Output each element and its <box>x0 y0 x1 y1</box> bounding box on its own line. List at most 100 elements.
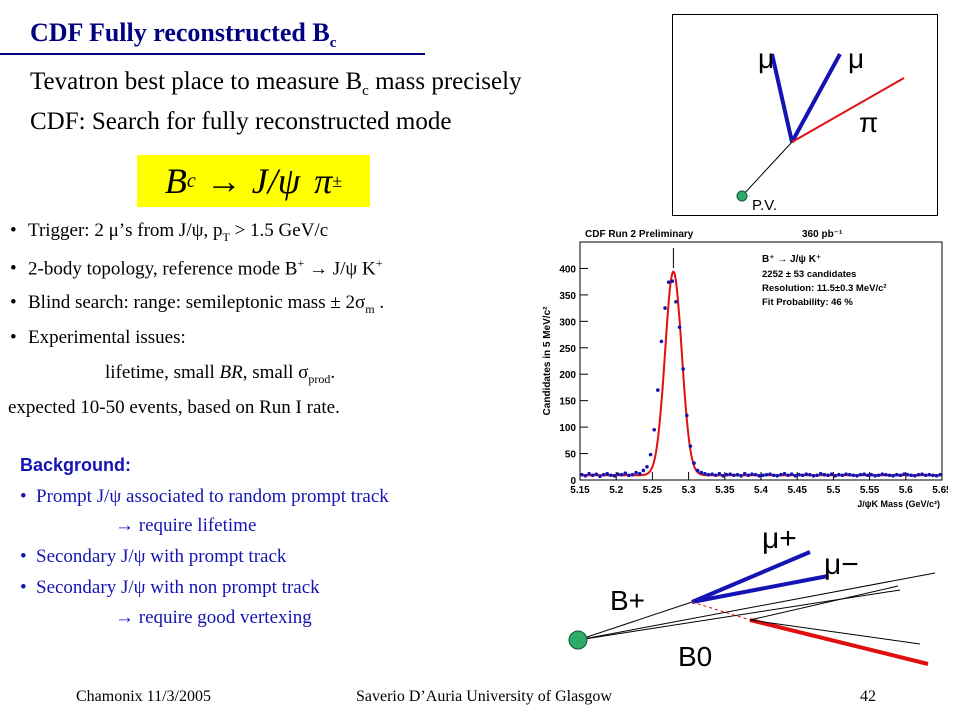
data-point <box>808 472 812 477</box>
headline-1: Tevatron best place to measure Bc mass p… <box>30 68 522 99</box>
bullet-topology: • 2-body topology, reference mode B+ → J/… <box>10 256 383 280</box>
data-point <box>768 472 772 476</box>
y-tick-label: 150 <box>559 397 576 408</box>
mu-plus-label: μ+ <box>762 522 797 555</box>
data-point <box>898 473 903 478</box>
data-point <box>695 468 700 473</box>
data-point <box>605 471 609 476</box>
bullet-experimental: • Experimental issues: <box>10 327 186 348</box>
data-point <box>616 472 620 476</box>
y-axis-label: Candidates in 5 MeV/c² <box>542 306 553 416</box>
data-point <box>833 473 838 478</box>
data-point <box>815 473 819 478</box>
data-point <box>905 472 910 477</box>
data-point <box>822 472 827 477</box>
b-zero-daughter-track <box>749 585 899 621</box>
data-point <box>873 473 877 478</box>
background-item: → require lifetime <box>115 515 257 536</box>
x-tick-label: 5.6 <box>899 485 913 496</box>
data-point <box>829 472 834 476</box>
chart-lumi: 360 pb⁻¹ <box>802 229 843 240</box>
data-point <box>934 473 939 478</box>
data-point <box>717 471 722 476</box>
data-point <box>789 472 794 476</box>
data-point <box>797 472 801 477</box>
data-point <box>619 472 624 477</box>
background-item: → require good vertexing <box>115 607 312 628</box>
muon-label: μ <box>848 43 864 74</box>
data-point <box>753 472 758 477</box>
x-tick-label: 5.25 <box>643 485 663 496</box>
data-point <box>865 473 870 478</box>
background-item: • Secondary J/ψ with non prompt track <box>20 577 320 598</box>
data-point <box>869 472 874 477</box>
b-zero-flight <box>691 601 751 621</box>
x-tick-label: 5.4 <box>754 485 768 496</box>
y-tick-label: 350 <box>559 291 576 302</box>
legend-decay: B⁺ → J/ψ K⁺ <box>762 254 821 265</box>
x-tick-label: 5.35 <box>715 485 735 496</box>
data-point <box>648 452 653 457</box>
data-point <box>739 473 743 478</box>
data-point <box>818 471 823 476</box>
data-point <box>583 473 588 478</box>
data-point <box>742 471 747 476</box>
data-point <box>840 473 845 478</box>
background-heading: Background: <box>20 455 132 475</box>
y-tick-label: 50 <box>565 450 577 461</box>
data-point <box>782 471 787 476</box>
data-point <box>750 472 754 476</box>
data-point <box>931 473 935 478</box>
x-tick-label: 5.3 <box>682 485 696 496</box>
b-zero-daughter-track <box>749 618 929 666</box>
bullet-blind-search: • Blind search: range: semileptonic mass … <box>10 292 385 316</box>
data-point <box>710 472 714 476</box>
data-point <box>851 473 856 478</box>
data-point <box>891 473 895 478</box>
x-tick-label: 5.5 <box>826 485 840 496</box>
background-item: • Prompt J/ψ associated to random prompt … <box>20 486 389 507</box>
x-tick-label: 5.45 <box>787 485 807 496</box>
data-point <box>666 280 671 284</box>
muon-minus-track <box>691 574 829 604</box>
data-point <box>699 470 704 475</box>
data-point <box>804 472 809 476</box>
data-point <box>858 472 863 477</box>
data-point <box>775 473 780 478</box>
data-point <box>757 473 761 478</box>
expected-events: expected 10-50 events, based on Run I ra… <box>8 397 340 418</box>
y-tick-label: 250 <box>559 344 576 355</box>
data-point <box>634 470 638 475</box>
y-tick-label: 400 <box>559 264 576 275</box>
data-point <box>902 472 906 476</box>
data-point <box>594 472 599 476</box>
data-point <box>732 473 736 478</box>
data-point <box>764 472 769 477</box>
data-point <box>652 427 657 432</box>
data-point <box>623 471 628 475</box>
data-point <box>627 473 631 478</box>
data-point <box>913 473 917 478</box>
pion-track <box>791 77 905 143</box>
bullet-trigger: • Trigger: 2 μ’s from J/ψ, pT > 1.5 GeV/c <box>10 220 329 244</box>
x-tick-label: 5.65 <box>932 485 948 496</box>
data-point <box>786 473 790 478</box>
x-tick-label: 5.2 <box>609 485 623 496</box>
data-point <box>703 471 707 476</box>
mu-minus-label: μ− <box>824 548 859 581</box>
data-point <box>630 472 635 477</box>
pv-label: P.V. <box>752 197 777 214</box>
x-tick-label: 5.55 <box>860 485 880 496</box>
data-point <box>927 472 932 477</box>
data-point <box>670 279 675 283</box>
data-point <box>847 472 852 477</box>
data-point <box>706 472 711 477</box>
data-point <box>637 471 642 476</box>
data-point <box>862 472 866 476</box>
muon-plus-track <box>691 550 811 604</box>
data-point <box>938 472 942 477</box>
data-point <box>909 473 914 478</box>
muon-label: μ <box>758 43 774 74</box>
data-point <box>826 473 830 478</box>
